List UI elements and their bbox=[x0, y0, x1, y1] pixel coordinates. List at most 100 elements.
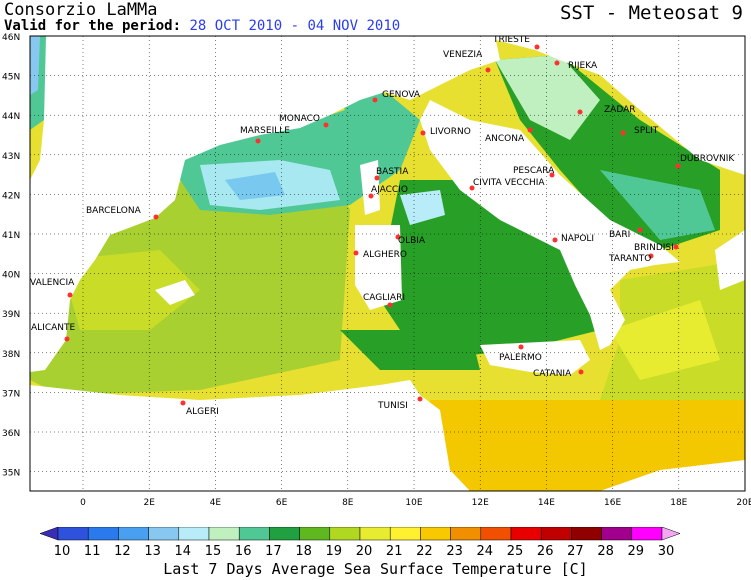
colorbar-label: 18 bbox=[295, 544, 312, 559]
colorbar-cell bbox=[329, 527, 361, 541]
lat-label: 40N bbox=[2, 271, 20, 281]
colorbar-cell bbox=[178, 527, 210, 541]
city-label: DUBROVNIK bbox=[680, 154, 735, 164]
colorbar-arrow-high bbox=[661, 527, 681, 541]
city-label: VALENCIA bbox=[30, 278, 75, 288]
city-label: BARCELONA bbox=[86, 206, 142, 216]
product-title: SST - Meteosat 9 bbox=[559, 2, 743, 24]
sea-north-adriatic bbox=[495, 55, 600, 140]
colorbar-cell bbox=[238, 527, 270, 541]
sea-balearic bbox=[60, 250, 200, 330]
colorbar-title: Last 7 Days Average Sea Surface Temperat… bbox=[163, 560, 588, 578]
colorbar-label: 12 bbox=[114, 544, 131, 559]
colorbar-label: 11 bbox=[84, 544, 101, 559]
lat-label: 38N bbox=[2, 350, 20, 360]
city-label: TARANTO bbox=[608, 254, 651, 264]
city-label: ALGHERO bbox=[363, 250, 407, 260]
city-label: ALICANTE bbox=[31, 323, 75, 333]
valid-label: Valid for the period: bbox=[4, 18, 182, 34]
lon-label: 2E bbox=[143, 498, 155, 508]
city-label: BARI bbox=[609, 230, 630, 240]
city-label: TUNISI bbox=[377, 401, 408, 411]
land-mallorca bbox=[155, 280, 195, 305]
colorbar-cell bbox=[540, 527, 572, 541]
city-dot bbox=[648, 253, 654, 259]
sst-map: 46N 45N 44N 43N 42N 41N 40N 39N 38N 37N 36N 35N 0 2E… bbox=[2, 33, 751, 508]
city-dot bbox=[578, 369, 584, 375]
land-sicily bbox=[480, 340, 590, 375]
lat-label: 41N bbox=[2, 231, 20, 241]
colorbar-cells bbox=[40, 527, 681, 541]
colorbar-arrow-low bbox=[40, 527, 59, 541]
lon-label: 18E bbox=[670, 498, 687, 508]
colorbar-label: 14 bbox=[175, 544, 192, 559]
lon-label: 14E bbox=[538, 498, 555, 508]
city-label: ANCONA bbox=[485, 134, 525, 144]
colorbar-cell bbox=[601, 527, 633, 541]
sea-south-adriatic bbox=[600, 170, 715, 240]
city-dot bbox=[675, 163, 681, 169]
lat-label: 44N bbox=[2, 112, 20, 122]
city-dot bbox=[255, 138, 261, 144]
colorbar-label: 21 bbox=[386, 544, 403, 559]
city-dot bbox=[323, 122, 329, 128]
city-dot bbox=[420, 130, 426, 136]
lat-label: 42N bbox=[2, 191, 20, 201]
colorbar-label: 24 bbox=[477, 544, 494, 559]
city-dot bbox=[554, 60, 560, 66]
colorbar-label: 29 bbox=[628, 544, 645, 559]
lon-label: 6E bbox=[276, 498, 288, 508]
colorbar-label: 13 bbox=[144, 544, 161, 559]
sea-elba-cold bbox=[400, 190, 445, 225]
lat-label: 46N bbox=[2, 33, 20, 43]
city-label: ALGERI bbox=[186, 407, 219, 417]
land-libya bbox=[600, 460, 745, 491]
city-label: RIJEKA bbox=[568, 61, 598, 71]
colorbar-label: 17 bbox=[265, 544, 282, 559]
lat-label: 43N bbox=[2, 152, 20, 162]
city-dot bbox=[417, 396, 423, 402]
city-label: CIVITA VECCHIA bbox=[473, 178, 545, 188]
land-north-africa bbox=[30, 380, 470, 491]
lon-label: 4E bbox=[210, 498, 222, 508]
colorbar-cell bbox=[87, 527, 119, 541]
lon-label: 10E bbox=[405, 498, 422, 508]
validity-line: Valid for the period: 28 OCT 2010 - 04 N… bbox=[4, 18, 400, 34]
colorbar-cell bbox=[420, 527, 451, 541]
sea-tyrrhenian bbox=[380, 180, 610, 360]
land-italy bbox=[420, 100, 680, 350]
colorbar-label: 15 bbox=[205, 544, 222, 559]
city-label: LIVORNO bbox=[430, 127, 471, 137]
city-label: AJACCIO bbox=[371, 185, 408, 195]
city-label: BASTIA bbox=[376, 167, 409, 177]
colorbar-cell bbox=[359, 527, 391, 541]
lat-label: 37N bbox=[2, 389, 20, 399]
city-dot bbox=[620, 130, 626, 136]
city-label: BRINDISI bbox=[634, 243, 674, 253]
sea-biscay-cold bbox=[30, 36, 40, 95]
city-dot bbox=[552, 237, 558, 243]
land-corsica bbox=[360, 160, 380, 215]
city-label: ZADAR bbox=[604, 105, 636, 115]
city-label: GENOVA bbox=[382, 90, 421, 100]
city-label: CAGLIARI bbox=[363, 293, 405, 303]
colorbar-label: 16 bbox=[235, 544, 252, 559]
city-dot bbox=[469, 185, 475, 191]
lon-label: 0 bbox=[80, 498, 86, 508]
city-dot bbox=[374, 175, 380, 181]
city-dot bbox=[577, 109, 583, 115]
colorbar-labels: 10 11 12 13 14 15 16 17 18 19 20 21 22 23 24 25 26 27 28 29… bbox=[54, 544, 675, 559]
map-frame bbox=[29, 35, 746, 492]
sea-ionian-2 bbox=[610, 300, 720, 380]
colorbar-label: 23 bbox=[446, 544, 463, 559]
city-dot bbox=[64, 336, 70, 342]
colorbar-cell bbox=[631, 527, 663, 541]
lat-label: 45N bbox=[2, 73, 20, 83]
colorbar-label: 19 bbox=[326, 544, 343, 559]
city-dot bbox=[527, 127, 533, 133]
city-label: TRIESTE bbox=[492, 35, 530, 45]
city-dot bbox=[518, 344, 524, 350]
city-dot bbox=[549, 172, 555, 178]
city-label: MARSEILLE bbox=[240, 126, 290, 136]
city-label: VENEZIA bbox=[443, 50, 483, 60]
